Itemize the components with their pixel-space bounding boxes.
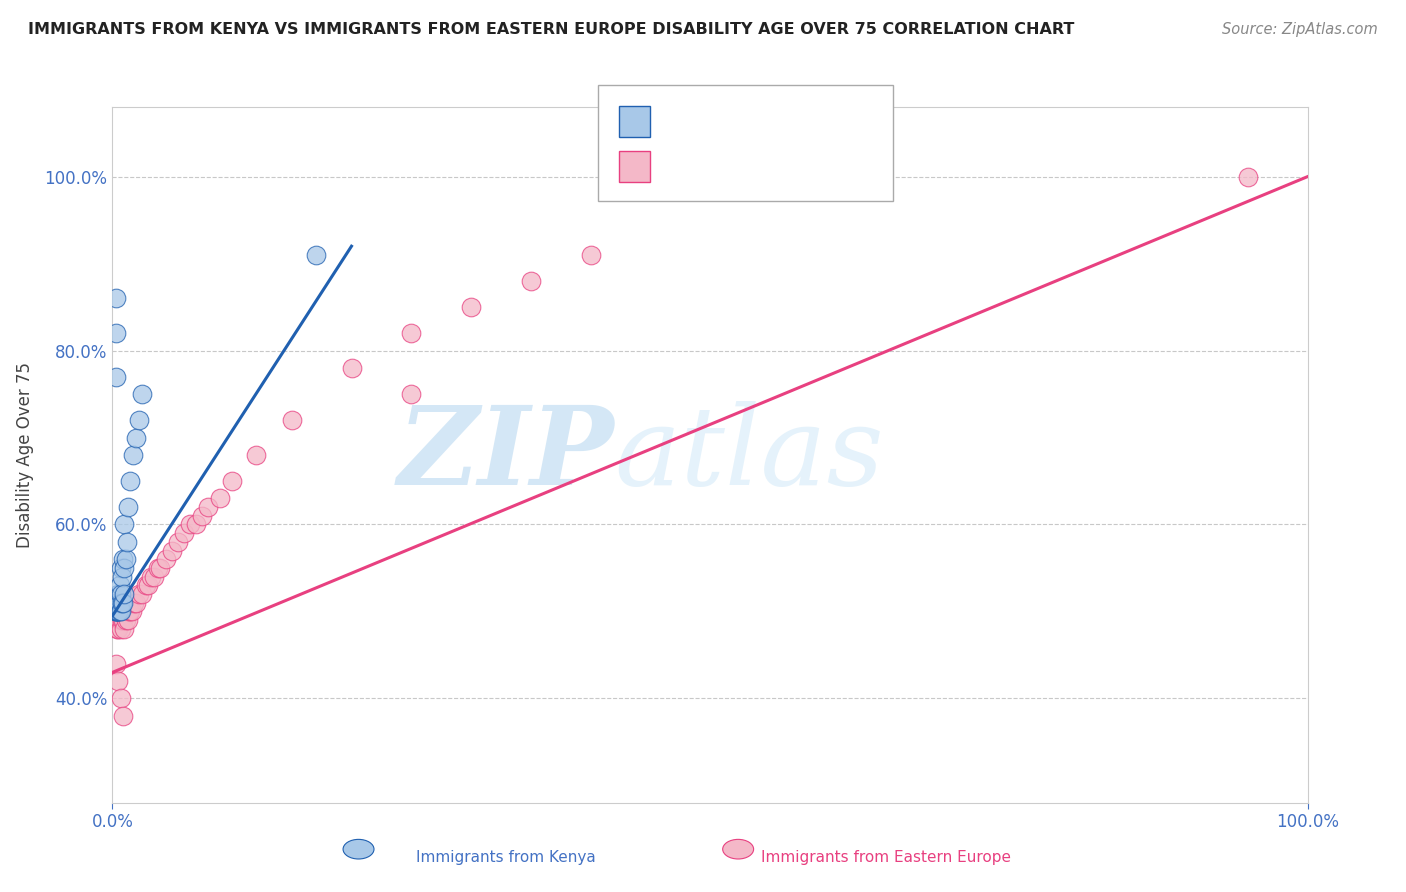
Point: [125, 431, 148, 445]
Point: [146, 561, 169, 575]
Point: [117, 500, 139, 514]
Point: [110, 587, 132, 601]
Point: [579, 248, 602, 262]
Point: [167, 535, 190, 549]
Point: [104, 613, 127, 627]
Point: [112, 596, 135, 610]
Point: [304, 248, 326, 262]
Point: [401, 387, 423, 401]
Point: [122, 596, 145, 610]
Point: [112, 552, 135, 566]
Text: Immigrants from Kenya: Immigrants from Kenya: [416, 850, 596, 865]
Point: [114, 561, 135, 575]
Point: [208, 491, 231, 506]
Point: [105, 613, 128, 627]
Point: [105, 605, 128, 619]
Text: Immigrants from Eastern Europe: Immigrants from Eastern Europe: [761, 850, 1011, 865]
Point: [107, 587, 129, 601]
Point: [179, 517, 201, 532]
Point: [340, 360, 363, 375]
Point: [114, 552, 136, 566]
Point: [245, 448, 267, 462]
Point: [107, 605, 129, 619]
Point: [110, 561, 132, 575]
Point: [104, 605, 127, 619]
Point: [105, 369, 128, 384]
Point: [128, 587, 150, 601]
Point: [117, 613, 139, 627]
Text: N =: N =: [742, 157, 794, 175]
Point: [107, 622, 129, 636]
Point: [121, 605, 143, 619]
Point: [105, 291, 128, 305]
Point: [191, 508, 214, 523]
Point: [135, 578, 157, 592]
Text: 36: 36: [783, 112, 808, 130]
Point: [173, 526, 195, 541]
Point: [111, 613, 134, 627]
Text: N =: N =: [742, 112, 794, 130]
Point: [105, 596, 128, 610]
Text: 48: 48: [783, 157, 808, 175]
Point: [111, 570, 134, 584]
Point: [111, 596, 134, 610]
Point: [114, 517, 135, 532]
Point: [114, 587, 135, 601]
Point: [120, 605, 142, 619]
Text: ZIP: ZIP: [398, 401, 614, 508]
Point: [121, 448, 143, 462]
Point: [105, 605, 128, 619]
Point: [128, 413, 150, 427]
Point: [118, 605, 141, 619]
Text: 0.771: 0.771: [689, 157, 745, 175]
Point: [104, 596, 127, 610]
Text: IMMIGRANTS FROM KENYA VS IMMIGRANTS FROM EASTERN EUROPE DISABILITY AGE OVER 75 C: IMMIGRANTS FROM KENYA VS IMMIGRANTS FROM…: [28, 22, 1074, 37]
Point: [1237, 169, 1260, 184]
Point: [105, 326, 128, 341]
Point: [138, 578, 160, 592]
Point: [520, 274, 543, 288]
Point: [108, 613, 131, 627]
Point: [110, 691, 132, 706]
Point: [114, 613, 136, 627]
Point: [108, 596, 131, 610]
Point: [110, 605, 132, 619]
Point: [105, 605, 128, 619]
Point: [125, 596, 148, 610]
Point: [115, 605, 138, 619]
Point: [105, 605, 128, 619]
Point: [112, 613, 135, 627]
Point: [131, 587, 153, 601]
Text: R =: R =: [658, 157, 697, 175]
Point: [105, 596, 128, 610]
Point: [460, 300, 482, 314]
Point: [155, 552, 177, 566]
Point: [221, 474, 243, 488]
Text: atlas: atlas: [614, 401, 884, 508]
Point: [115, 535, 138, 549]
Point: [149, 561, 172, 575]
Point: [281, 413, 304, 427]
Point: [139, 570, 162, 584]
Point: [105, 657, 128, 671]
Point: [120, 474, 142, 488]
Point: [105, 622, 128, 636]
Point: [110, 622, 132, 636]
Y-axis label: Disability Age Over 75: Disability Age Over 75: [15, 362, 34, 548]
Text: Source: ZipAtlas.com: Source: ZipAtlas.com: [1222, 22, 1378, 37]
Text: R =: R =: [658, 112, 697, 130]
Point: [108, 605, 131, 619]
Point: [186, 517, 208, 532]
Point: [162, 543, 183, 558]
Point: [112, 708, 135, 723]
Text: 0.571: 0.571: [689, 112, 745, 130]
Point: [108, 578, 131, 592]
Point: [197, 500, 219, 514]
Point: [114, 622, 135, 636]
Point: [401, 326, 423, 341]
Point: [107, 674, 129, 689]
Point: [143, 570, 166, 584]
Point: [107, 605, 129, 619]
Point: [131, 387, 153, 401]
